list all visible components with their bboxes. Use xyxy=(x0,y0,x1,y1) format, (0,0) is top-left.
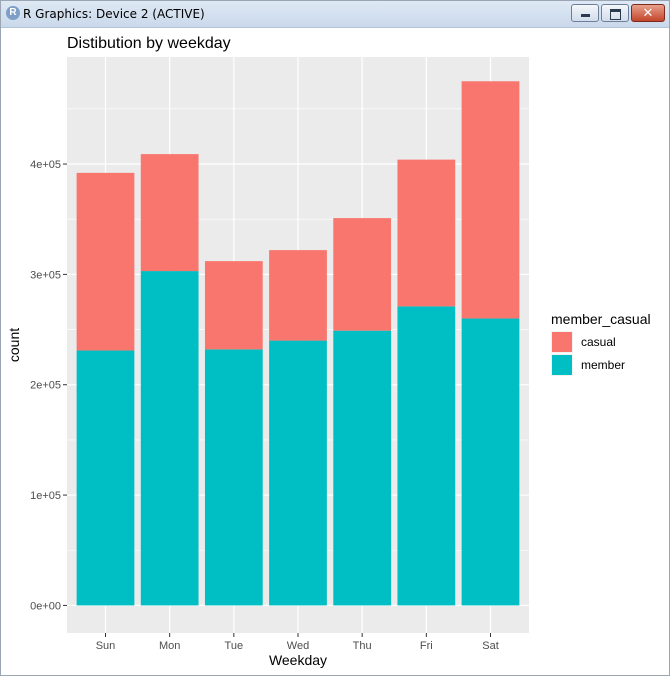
bars xyxy=(76,81,520,606)
window-title: R Graphics: Device 2 (ACTIVE) xyxy=(23,7,205,21)
x-tick-label: Mon xyxy=(159,640,180,652)
chart-title: Distibution by weekday xyxy=(67,35,231,52)
bar-casual-mon xyxy=(140,154,199,272)
y-tick-label: 3e+05 xyxy=(30,269,61,281)
bar-member-tue xyxy=(204,349,263,606)
y-axis: 0e+00 1e+05 2e+05 3e+05 4e+05 xyxy=(30,159,67,612)
y-tick-label: 2e+05 xyxy=(30,380,61,392)
x-axis-label: Weekday xyxy=(269,652,327,668)
x-tick-label: Fri xyxy=(420,640,433,652)
bar-casual-wed xyxy=(269,250,327,341)
x-tick-label: Sun xyxy=(96,640,116,652)
bar-casual-sun xyxy=(76,172,135,351)
bar-casual-sat xyxy=(461,81,520,319)
legend-label-casual: casual xyxy=(581,335,616,349)
legend-label-member: member xyxy=(581,358,625,372)
y-tick-label: 4e+05 xyxy=(30,159,61,171)
maximize-button[interactable] xyxy=(601,4,629,22)
bar-member-wed xyxy=(269,340,327,606)
legend-swatch-casual xyxy=(552,332,572,352)
close-button[interactable]: ✕ xyxy=(631,4,665,22)
legend-swatch-member xyxy=(552,355,572,375)
minimize-button[interactable] xyxy=(571,4,599,22)
bar-member-mon xyxy=(140,271,199,606)
close-icon: ✕ xyxy=(642,5,654,20)
bar-member-sat xyxy=(461,318,520,606)
minimize-icon xyxy=(581,14,590,17)
x-tick-label: Sat xyxy=(482,640,499,652)
legend: member_casual casual member xyxy=(551,311,651,376)
x-tick-label: Tue xyxy=(225,640,244,652)
x-tick-label: Wed xyxy=(287,640,309,652)
y-tick-label: 0e+00 xyxy=(30,600,61,612)
y-tick-label: 1e+05 xyxy=(30,490,61,502)
r-app-icon: R xyxy=(6,6,20,20)
bar-casual-thu xyxy=(333,218,392,331)
legend-title: member_casual xyxy=(551,311,651,327)
x-axis: Sun Mon Tue Wed Thu Fri Sat xyxy=(96,633,499,652)
y-axis-label: count xyxy=(6,328,22,362)
bar-member-sun xyxy=(76,350,135,606)
bar-member-thu xyxy=(333,330,392,606)
bar-casual-tue xyxy=(204,261,263,350)
bar-casual-fri xyxy=(397,159,456,307)
maximize-icon xyxy=(610,9,621,20)
x-tick-label: Thu xyxy=(353,640,372,652)
bar-member-fri xyxy=(397,306,456,606)
title-bar[interactable]: R R Graphics: Device 2 (ACTIVE) ✕ xyxy=(1,1,669,28)
